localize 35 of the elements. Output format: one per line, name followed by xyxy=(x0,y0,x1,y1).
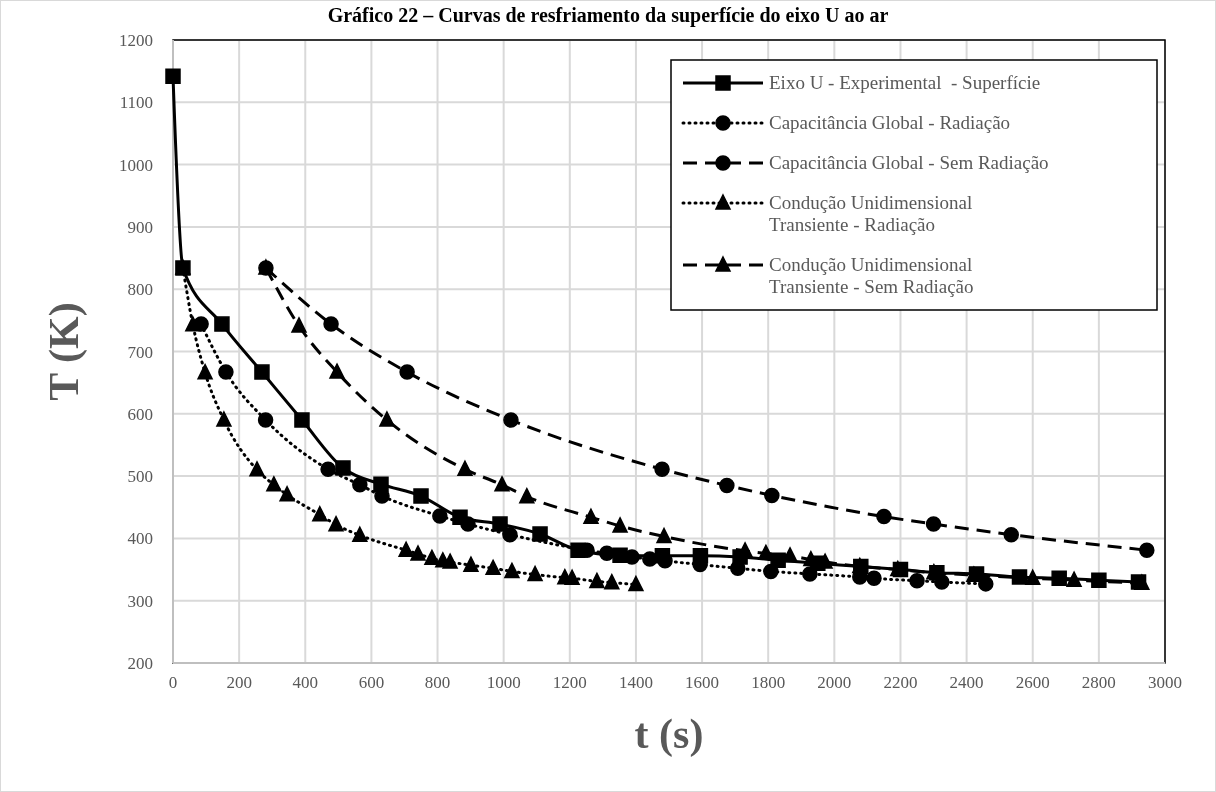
y-tick-label: 900 xyxy=(127,217,153,237)
y-tick-label: 1000 xyxy=(119,155,153,175)
y-tick-label: 1200 xyxy=(119,31,153,50)
x-tick-label: 2800 xyxy=(1081,673,1116,692)
y-axis-title: T (K) xyxy=(41,302,88,401)
y-tick-label: 400 xyxy=(127,529,153,549)
y-tick-label: 1100 xyxy=(119,93,153,113)
y-tick-label: 600 xyxy=(127,404,153,424)
x-tick-label: 1400 xyxy=(618,673,653,692)
x-tick-label: 200 xyxy=(226,673,252,692)
legend-label: Capacitância Global - Radiação xyxy=(769,112,1011,133)
y-tick-label: 700 xyxy=(127,342,153,362)
x-tick-label: 600 xyxy=(358,673,385,692)
x-tick-label: 1800 xyxy=(751,673,786,692)
x-tick-label: 2400 xyxy=(949,673,984,692)
x-tick-label: 0 xyxy=(168,673,178,692)
x-tick-label: 2600 xyxy=(1015,673,1050,692)
y-tick-label: 300 xyxy=(127,591,153,611)
y-tick-label: 200 xyxy=(127,654,153,673)
x-axis-title: t (s) xyxy=(634,711,704,758)
x-tick-label: 800 xyxy=(424,673,451,692)
legend-label: Condução Unidimensional Transiente - Sem Radiação xyxy=(769,254,974,297)
y-tick-label: 800 xyxy=(127,280,153,300)
x-tick-label: 3000 xyxy=(1148,673,1182,692)
x-tick-label: 2200 xyxy=(883,673,918,692)
legend-label: Condução Unidimensional Transiente - Radiação xyxy=(769,192,973,235)
x-tick-label: 1600 xyxy=(685,673,720,692)
x-tick-label: 1000 xyxy=(486,673,521,692)
chart-title: Gráfico 22 – Curvas de resfriamento da superfície do eixo U ao ar xyxy=(327,4,889,27)
legend-label: Capacitância Global - Sem Radiação xyxy=(769,152,1049,173)
y-tick-label: 500 xyxy=(127,467,153,487)
x-tick-label: 400 xyxy=(292,673,319,692)
x-tick-label: 1200 xyxy=(552,673,587,692)
x-tick-label: 2000 xyxy=(817,673,852,692)
legend-label: Eixo U - Experimental - Superfície xyxy=(769,72,1041,93)
